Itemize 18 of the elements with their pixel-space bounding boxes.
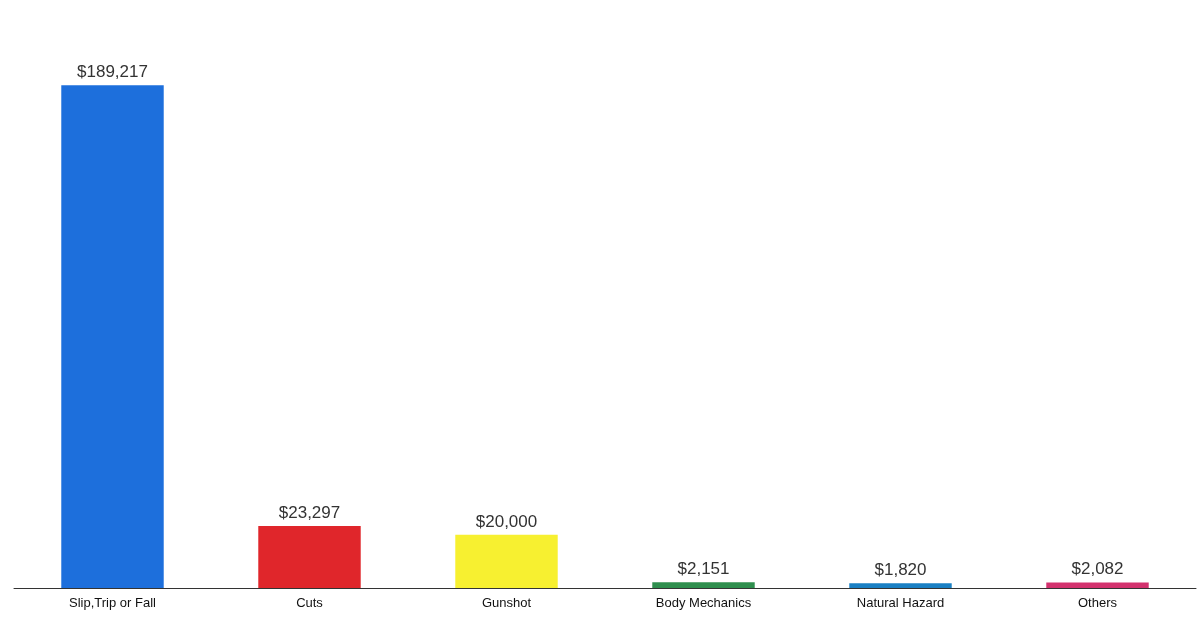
data-label: $1,820: [874, 560, 927, 580]
bar: [849, 583, 952, 588]
x-tick-label: Natural Hazard: [856, 595, 945, 610]
data-label: $2,082: [1071, 559, 1124, 579]
x-tick-label: Slip,Trip or Fall: [69, 595, 157, 610]
data-label: $189,217: [77, 62, 148, 82]
bar: [61, 85, 164, 588]
x-tick-label: Cuts: [296, 595, 324, 610]
bar: [652, 582, 755, 588]
bar: [455, 534, 558, 588]
bar: [258, 526, 361, 588]
data-label: $23,297: [278, 503, 341, 523]
data-label: $2,151: [677, 559, 730, 579]
data-label: $20,000: [475, 511, 538, 531]
bar: [1046, 582, 1149, 588]
x-tick-label: Gunshot: [481, 595, 532, 610]
x-tick-label: Others: [1077, 595, 1118, 610]
x-tick-label: Body Mechanics: [655, 595, 752, 610]
